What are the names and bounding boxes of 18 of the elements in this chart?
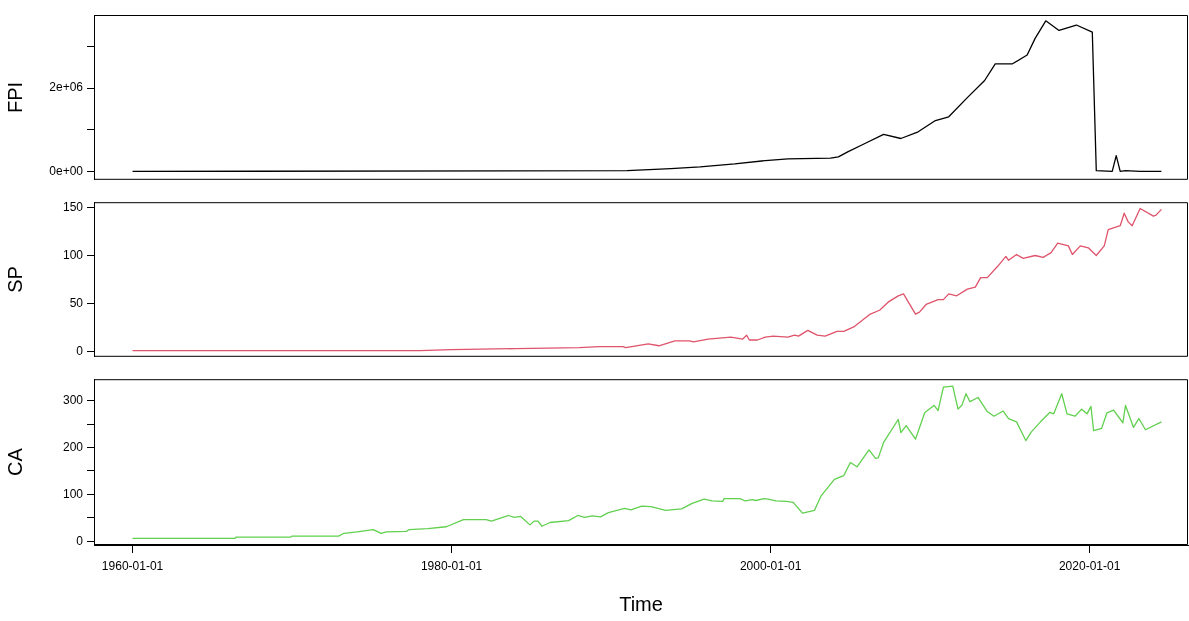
- x-tick-label: 2020-01-01: [1058, 558, 1121, 573]
- y-tick-label: 100: [62, 247, 84, 262]
- y-tick-label: 0: [76, 343, 84, 358]
- x-tick-label: 2000-01-01: [739, 558, 802, 573]
- y-tick-label: 150: [62, 199, 84, 214]
- y-axis-title: SP: [3, 266, 26, 293]
- y-axis-title: FPI: [3, 81, 26, 113]
- x-tick-label: 1980-01-01: [420, 558, 483, 573]
- y-tick-label: 200: [62, 439, 84, 454]
- y-tick-label: 300: [62, 393, 84, 408]
- x-axis-title: Time: [619, 592, 663, 615]
- x-tick-label: 1960-01-01: [101, 558, 164, 573]
- y-tick-label: 0: [76, 533, 84, 548]
- y-tick-label: 2e+06: [49, 80, 84, 95]
- y-tick-label: 50: [69, 295, 84, 310]
- y-tick-label: 0e+00: [49, 163, 84, 178]
- y-tick-label: 100: [62, 486, 84, 501]
- y-axis-title: CA: [3, 447, 26, 476]
